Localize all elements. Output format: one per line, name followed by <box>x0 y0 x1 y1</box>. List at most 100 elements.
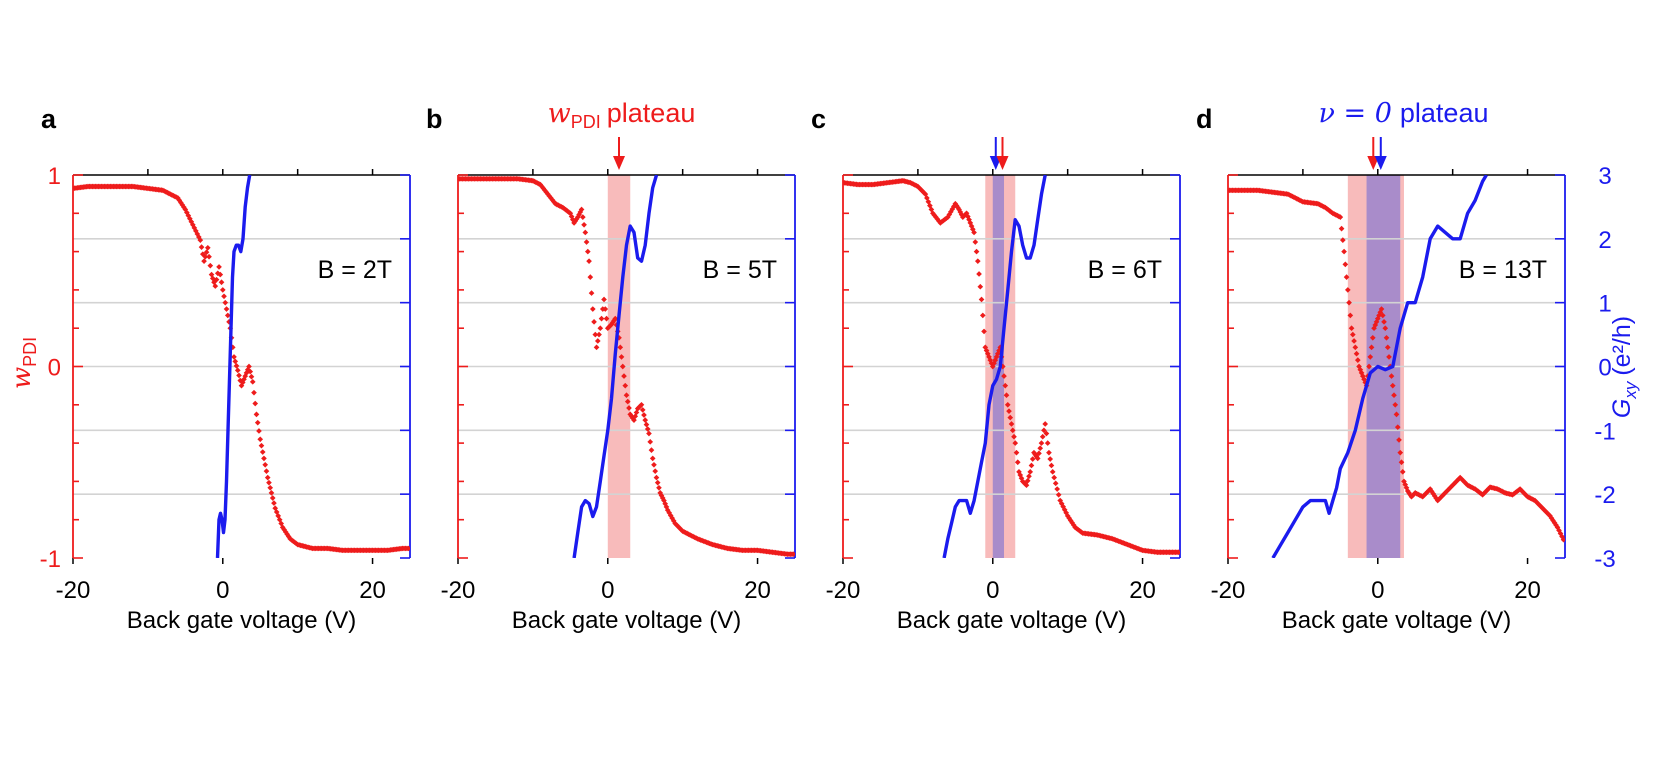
wpdi-point <box>234 367 241 374</box>
wpdi-point <box>1348 325 1355 332</box>
series-b-gxy <box>572 175 659 558</box>
x-tick-label-b: -20 <box>441 577 476 604</box>
wpdi-point <box>222 299 229 306</box>
wpdi-point <box>1049 468 1056 475</box>
left-axis-label: wPDI <box>7 337 40 389</box>
wpdi-point <box>1342 261 1349 268</box>
wpdi-point <box>263 468 270 475</box>
x-tick-label-a: -20 <box>56 577 91 604</box>
wpdi-point <box>256 428 262 434</box>
wpdi-point <box>623 392 630 399</box>
panel-letter-b: b <box>426 104 443 134</box>
wpdi-point <box>1029 456 1036 462</box>
wpdi-point <box>1389 382 1396 389</box>
wpdi-point <box>1399 468 1406 475</box>
wpdi-point <box>641 412 647 418</box>
wpdi-point <box>979 312 986 319</box>
wpdi-point <box>271 500 277 506</box>
wpdi-point <box>221 293 227 300</box>
wpdi-point <box>1002 382 1009 389</box>
wpdi-point <box>1046 449 1052 456</box>
left-tick-label: -1 <box>40 546 61 573</box>
wpdi-point <box>981 328 987 335</box>
wpdi-point <box>405 545 410 552</box>
wpdi-point <box>1337 214 1344 220</box>
wpdi-point <box>589 306 596 312</box>
wpdi-point <box>588 290 595 296</box>
wpdi-point <box>1041 427 1047 434</box>
wpdi-point <box>1054 486 1061 492</box>
wpdi-point <box>1001 373 1007 379</box>
wpdi-point <box>1007 414 1014 421</box>
wpdi-point <box>1175 549 1180 556</box>
right-tick-label: 2 <box>1598 227 1611 254</box>
wpdi-point <box>643 421 650 428</box>
wpdi-point <box>1382 325 1389 332</box>
field-label-c: B = 6T <box>1088 256 1162 284</box>
wpdi-point <box>973 248 980 255</box>
field-label-d: B = 13T <box>1459 256 1547 284</box>
right-tick-label: 3 <box>1598 163 1611 190</box>
x-axis-label-b: Back gate voltage (V) <box>512 607 741 634</box>
wpdi-point <box>1353 350 1360 357</box>
series-c-wpdi <box>843 177 1180 556</box>
arrow-head <box>1374 156 1387 170</box>
left-axis-label-sub: PDI <box>20 337 40 367</box>
wpdi-point <box>1396 437 1402 443</box>
right-tick-label: -1 <box>1594 418 1615 445</box>
wpdi-point <box>618 354 625 360</box>
wpdi-point <box>249 378 256 385</box>
wpdi-point <box>203 249 210 256</box>
wpdi-point <box>1340 237 1346 243</box>
wpdi-point <box>1051 474 1058 481</box>
field-label-b: B = 5T <box>703 256 777 284</box>
wpdi-point <box>638 401 645 408</box>
left-tick-label: 0 <box>48 355 61 382</box>
wpdi-point <box>1398 459 1405 466</box>
x-axis-label-d: Back gate voltage (V) <box>1282 607 1511 634</box>
wpdi-point <box>1367 354 1374 360</box>
wpdi-point <box>1036 450 1042 457</box>
wpdi-point <box>1026 473 1032 480</box>
wpdi-point <box>259 449 266 455</box>
wpdi-point <box>1037 445 1044 452</box>
wpdi-point <box>621 373 627 379</box>
wpdi-point <box>1352 344 1359 351</box>
wpdi-point <box>258 442 265 449</box>
wpdi-point <box>213 276 220 283</box>
wpdi-point <box>1347 312 1354 319</box>
wpdi-point <box>1043 430 1050 437</box>
wpdi-point <box>1009 427 1016 434</box>
x-tick-label-d: 0 <box>1371 577 1384 604</box>
wpdi-point <box>257 436 264 443</box>
wpdi-point <box>587 274 594 280</box>
wpdi-point <box>582 229 589 236</box>
wpdi-point <box>581 221 587 228</box>
wpdi-point <box>204 244 211 251</box>
wpdi-point <box>648 447 655 453</box>
wpdi-point <box>651 461 657 468</box>
series-b-wpdi <box>458 176 795 557</box>
wpdi-point <box>1044 440 1051 446</box>
wpdi-point <box>1384 344 1391 351</box>
wpdi-point <box>617 344 624 351</box>
wpdi-point <box>212 283 219 289</box>
wpdi-point <box>236 372 242 379</box>
wpdi-point <box>1011 433 1017 440</box>
wpdi-point <box>198 244 205 250</box>
x-tick-label-d: 20 <box>1514 577 1541 604</box>
x-tick-label-c: 0 <box>986 577 999 604</box>
wpdi-point <box>1369 334 1376 341</box>
wpdi-point <box>1346 299 1352 306</box>
wpdi-point <box>251 389 257 396</box>
wpdi-point <box>978 296 985 303</box>
wpdi-point <box>790 551 795 557</box>
x-tick-label-d: -20 <box>1211 577 1246 604</box>
wpdi-point <box>254 419 261 426</box>
panel-title-sub: PDI <box>571 112 601 132</box>
wpdi-point <box>261 455 267 462</box>
wpdi-point <box>1393 411 1400 418</box>
wpdi-point <box>584 248 591 255</box>
wpdi-point <box>1047 456 1054 462</box>
wpdi-point <box>233 363 240 369</box>
